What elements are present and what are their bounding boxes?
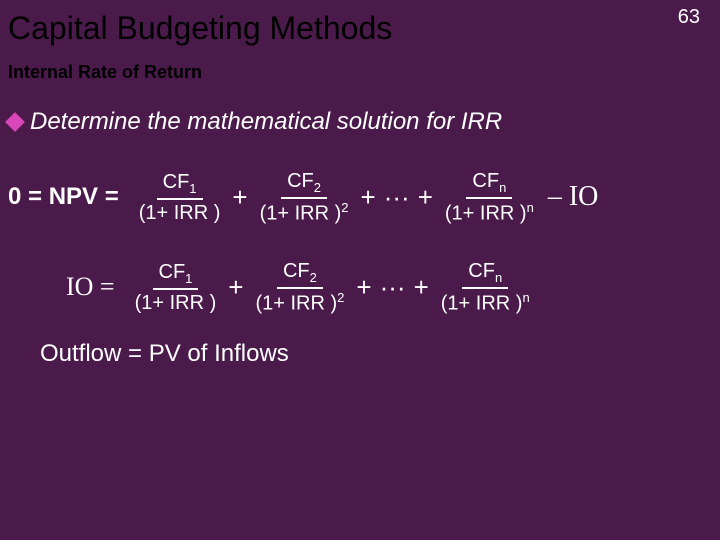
cf2-sub: 2 [314,180,321,195]
cf2b-sup: 2 [337,290,344,305]
plus-5: + [356,272,371,303]
cf2-den: (1+ IRR ) [260,203,342,225]
eq1-lhs: 0 = NPV = [8,183,119,211]
eq2-lhs: IO = [66,272,115,302]
fraction-cf1: CF1 (1+ IRR ) [135,171,225,224]
equation-io: IO = CF1 (1+ IRR ) + CF2 (1+ IRR )2 + ··… [8,260,536,315]
plus-4: + [228,272,243,303]
outflow-text: Outflow = PV of Inflows [40,340,289,368]
cf2b-num: CF [283,260,310,282]
page-number: 63 [678,6,700,29]
cf2b-den: (1+ IRR ) [255,293,337,315]
cf2b-sub: 2 [310,270,317,285]
fraction-cfn-b: CFn (1+ IRR )n [437,260,534,315]
cf1b-den: (1+ IRR ) [131,290,221,314]
slide-subtitle: Internal Rate of Return [8,62,202,83]
cf1b-sub: 1 [185,271,192,286]
cfnb-sub: n [495,270,502,285]
plus-3: + [418,182,433,213]
cfn-num: CF [472,170,499,192]
plus-6: + [414,272,429,303]
equation-npv: 0 = NPV = CF1 (1+ IRR ) + CF2 (1+ IRR )2… [8,170,598,225]
cf1b-num: CF [159,261,186,283]
cf1-sub: 1 [189,181,196,196]
diamond-bullet-icon [5,112,25,132]
plus-1: + [232,182,247,213]
bullet-text: Determine the mathematical solution for … [30,108,502,136]
cf2-num: CF [287,170,314,192]
ellipsis-1: ··· [384,182,410,213]
cfnb-num: CF [468,260,495,282]
fraction-cfn: CFn (1+ IRR )n [441,170,538,225]
minus-io: – IO [548,181,599,213]
cf2-sup: 2 [341,200,348,215]
slide-title: Capital Budgeting Methods [8,10,392,47]
cf1-den: (1+ IRR ) [135,200,225,224]
fraction-cf1-b: CF1 (1+ IRR ) [131,261,221,314]
cfnb-sup: n [522,290,529,305]
plus-2: + [361,182,376,213]
cfn-den: (1+ IRR ) [445,203,527,225]
cfn-sup: n [527,200,534,215]
cfnb-den: (1+ IRR ) [441,293,523,315]
cf1-num: CF [163,171,190,193]
cfn-sub: n [499,180,506,195]
fraction-cf2-b: CF2 (1+ IRR )2 [251,260,348,315]
ellipsis-2: ··· [380,272,406,303]
fraction-cf2: CF2 (1+ IRR )2 [256,170,353,225]
bullet-row: Determine the mathematical solution for … [8,108,502,136]
